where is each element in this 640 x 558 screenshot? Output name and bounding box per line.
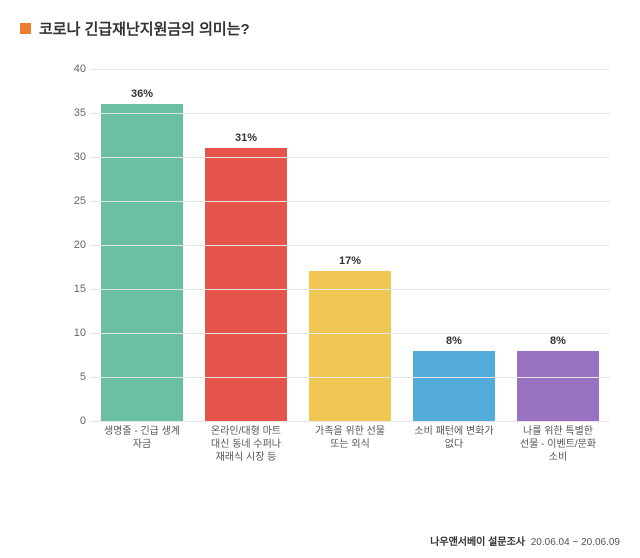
x-tick-label: 생명줄 - 긴급 생계 자금 [90,421,194,469]
bar-value-label: 8% [446,335,462,347]
y-tick-label: 40 [62,63,86,75]
gridline [90,157,610,158]
y-tick-label: 30 [62,151,86,163]
gridline [90,69,610,70]
x-tick-label: 소비 패턴에 변화가 없다 [402,421,506,469]
gridline [90,333,610,334]
bar-value-label: 36% [131,88,153,100]
y-tick-label: 10 [62,327,86,339]
y-tick-label: 0 [62,415,86,427]
chart-footer: 나우앤서베이 설문조사 20.06.04 ~ 20.06.09 [430,533,620,548]
gridline [90,245,610,246]
y-tick-label: 35 [62,107,86,119]
gridline [90,201,610,202]
footer-dates: 20.06.04 ~ 20.06.09 [531,537,620,548]
x-tick-label: 가족을 위한 선물 또는 외식 [298,421,402,469]
gridline [90,377,610,378]
y-tick-label: 5 [62,371,86,383]
bar-value-label: 8% [550,335,566,347]
bar-value-label: 17% [339,255,361,267]
bar-value-label: 31% [235,132,257,144]
bar-chart: 36%31%17%8%8% 0510152025303540 생명줄 - 긴급 … [60,69,610,469]
y-tick-label: 25 [62,195,86,207]
footer-source: 나우앤서베이 설문조사 [430,537,525,548]
gridline [90,289,610,290]
chart-title-row: 코로나 긴급재난지원금의 의미는? [20,18,620,39]
chart-title: 코로나 긴급재난지원금의 의미는? [39,18,250,39]
x-tick-label: 온라인/대형 마트 대신 동네 수퍼나 재래식 시장 등 [194,421,298,469]
bar: 17% [309,271,390,421]
bar: 31% [205,148,286,421]
title-marker [20,23,31,34]
x-tick-label: 나를 위한 특별한 선물 - 이벤트/문화 소비 [506,421,610,469]
y-tick-label: 20 [62,239,86,251]
gridline [90,113,610,114]
bar: 8% [517,351,598,421]
y-tick-label: 15 [62,283,86,295]
bar: 8% [413,351,494,421]
x-axis-labels: 생명줄 - 긴급 생계 자금온라인/대형 마트 대신 동네 수퍼나 재래식 시장… [90,421,610,469]
plot-area: 36%31%17%8%8% 0510152025303540 [90,69,610,421]
bar: 36% [101,104,182,421]
